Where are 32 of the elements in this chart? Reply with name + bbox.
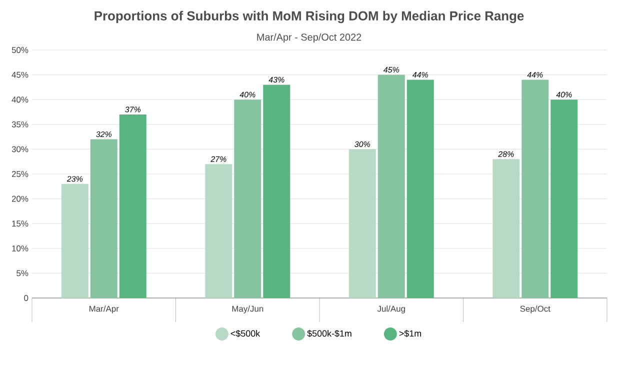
y-tick-label: 50% — [12, 47, 28, 53]
y-tick-label: 25% — [12, 171, 28, 177]
legend-label: $500k-$1m — [307, 330, 352, 338]
bar — [522, 80, 549, 298]
bar — [90, 139, 118, 298]
x-tick-label: Mar/Apr — [90, 306, 119, 314]
x-tick-label: Jul/Aug — [377, 306, 405, 314]
x-tick-label: Sep/Oct — [520, 306, 550, 314]
legend-label: >$1m — [399, 330, 421, 338]
chart-subtitle: Mar/Apr - Sep/Oct 2022 — [257, 33, 362, 43]
bar — [492, 159, 520, 298]
bar — [119, 114, 146, 298]
y-tick-label: 35% — [12, 121, 28, 128]
y-tick-label: 20% — [12, 196, 28, 202]
bar — [61, 184, 88, 298]
y-tick-label: 45% — [12, 72, 28, 78]
legend-label: <$500k — [230, 330, 260, 338]
bar — [263, 84, 290, 298]
bar — [550, 100, 578, 298]
y-tick-label: 5% — [16, 270, 28, 276]
chart-title: Proportions of Suburbs with MoM Rising DOM by Median Price Range — [94, 10, 524, 24]
y-tick-label: 15% — [12, 220, 28, 227]
y-tick-label: 0 — [24, 295, 28, 301]
bar — [205, 164, 232, 298]
bar — [348, 149, 376, 298]
bar — [406, 80, 434, 298]
y-tick-label: 30% — [12, 146, 28, 152]
x-tick-label: May/Jun — [232, 306, 264, 314]
y-tick-label: 40% — [12, 96, 28, 103]
bar — [234, 100, 262, 298]
y-tick-label: 10% — [12, 245, 28, 252]
bar — [378, 74, 405, 298]
